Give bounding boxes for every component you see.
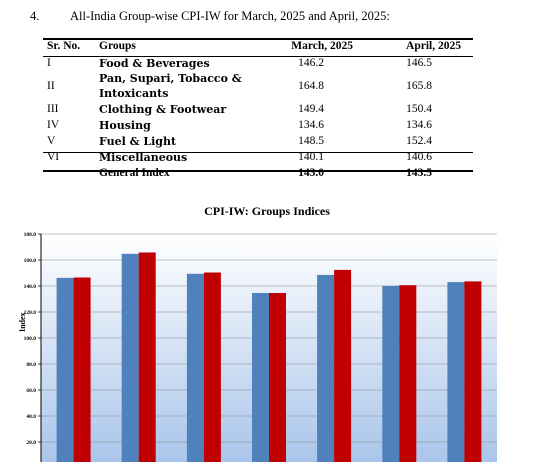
section-number: 4. <box>30 9 40 23</box>
header-groups: Groups <box>99 40 136 52</box>
row-march-value: 149.4 <box>298 102 324 115</box>
row-march-value: 140.1 <box>298 150 324 163</box>
y-tick-label: 100.0 <box>24 336 37 342</box>
y-tick-label: 40.0 <box>26 414 36 420</box>
row-sr-no: I <box>47 56 51 69</box>
general-index-row: General Index 143.0 143.5 <box>43 165 473 181</box>
section-title: All-India Group-wise CPI-IW for March, 2… <box>70 9 390 23</box>
table-row: II Pan, Supari, Tobacco & Intoxicants 16… <box>43 71 473 101</box>
row-april-value: 134.6 <box>406 118 432 131</box>
row-group: Fuel & Light <box>99 134 177 148</box>
bar-march-2 <box>121 253 139 462</box>
y-tick-label: 60.0 <box>26 388 36 394</box>
y-tick-label: 140.0 <box>24 284 37 290</box>
bar-april-1 <box>73 277 91 462</box>
y-tick-label: 80.0 <box>26 362 36 368</box>
table-row: I Food & Beverages 146.2 146.5 <box>43 55 473 71</box>
header-underline <box>43 56 473 57</box>
row-group: Pan, Supari, Tobacco & Intoxicants <box>99 72 242 100</box>
table-row: VI Miscellaneous 140.1 140.6 <box>43 149 473 165</box>
bar-march-6 <box>382 285 400 462</box>
row-march-value: 164.8 <box>298 79 324 92</box>
row-sr-no: V <box>47 134 56 147</box>
table-row: IV Housing 134.6 134.6 <box>43 117 473 133</box>
table-bottom-rule <box>43 170 473 172</box>
total-march-value: 143.0 <box>298 166 324 179</box>
row-april-value: 165.8 <box>406 79 432 92</box>
bar-march-4 <box>252 293 269 462</box>
bar-march-3 <box>186 273 204 462</box>
row-group: Housing <box>99 118 151 132</box>
bars <box>56 252 482 462</box>
row-sr-no: II <box>47 79 55 92</box>
bar-april-5 <box>334 269 352 462</box>
row-sr-no: IV <box>47 118 60 131</box>
row-march-value: 134.6 <box>298 118 324 131</box>
bar-april-6 <box>399 285 417 462</box>
row-sr-no: III <box>47 102 59 115</box>
row-group: Food & Beverages <box>99 56 210 70</box>
total-group: General Index <box>99 166 170 179</box>
y-tick-label: 180.0 <box>24 232 37 238</box>
total-rule <box>43 152 473 153</box>
y-tick-label: 120.0 <box>24 310 37 316</box>
table-row: V Fuel & Light 148.5 152.4 <box>43 133 473 149</box>
header-march: March, 2025 <box>291 40 353 52</box>
row-march-value: 146.2 <box>298 56 324 69</box>
bar-april-3 <box>203 272 221 462</box>
row-group: Miscellaneous <box>99 150 188 164</box>
y-tick-labels: 180.0 160.0 140.0 120.0 100.0 80.0 60.0 40.0 20.… <box>24 232 37 446</box>
row-april-value: 140.6 <box>406 150 432 163</box>
bar-april-4 <box>269 293 286 462</box>
total-april-value: 143.5 <box>406 166 432 179</box>
y-tick-label: 20.0 <box>26 440 36 446</box>
section-heading: 4. All-India Group-wise CPI-IW for March,… <box>30 9 390 24</box>
bar-april-2 <box>138 252 156 462</box>
bar-march-7 <box>447 282 465 462</box>
table-body: I Food & Beverages 146.2 146.5 II Pan, S… <box>43 55 473 181</box>
row-sr-no: VI <box>47 150 60 163</box>
header-sr-no: Sr. No. <box>47 40 81 52</box>
y-tick-label: 160.0 <box>24 258 37 264</box>
table-row: III Clothing & Footwear 149.4 150.4 <box>43 101 473 117</box>
row-april-value: 150.4 <box>406 102 432 115</box>
chart-title: CPI-IW: Groups Indices <box>204 204 330 218</box>
row-april-value: 152.4 <box>406 134 432 147</box>
bar-march-1 <box>56 277 74 462</box>
bar-march-5 <box>317 274 335 462</box>
row-group: Clothing & Footwear <box>99 102 227 116</box>
table-header-row: Sr. No. Groups March, 2025 April, 2025 <box>43 38 473 55</box>
row-march-value: 148.5 <box>298 134 324 147</box>
row-april-value: 146.5 <box>406 56 432 69</box>
cpi-group-table: Sr. No. Groups March, 2025 April, 2025 I… <box>43 38 473 181</box>
bar-april-7 <box>464 281 482 462</box>
header-april: April, 2025 <box>406 40 461 52</box>
table-top-rule <box>43 38 473 40</box>
